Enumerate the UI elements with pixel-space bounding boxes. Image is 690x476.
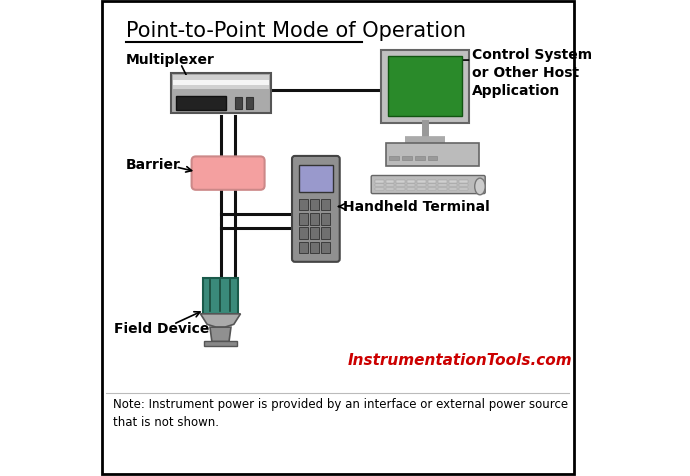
FancyBboxPatch shape <box>299 214 308 225</box>
Text: Barrier: Barrier <box>126 157 180 171</box>
FancyBboxPatch shape <box>438 181 446 183</box>
FancyBboxPatch shape <box>310 242 319 254</box>
FancyBboxPatch shape <box>204 278 237 314</box>
Text: InstrumentationTools.com: InstrumentationTools.com <box>347 352 572 367</box>
Text: Multiplexer: Multiplexer <box>126 52 215 67</box>
Text: Point-to-Point Mode of Operation: Point-to-Point Mode of Operation <box>126 21 466 41</box>
FancyBboxPatch shape <box>235 98 242 109</box>
FancyBboxPatch shape <box>192 157 264 190</box>
FancyBboxPatch shape <box>407 188 415 191</box>
Polygon shape <box>204 342 237 347</box>
FancyBboxPatch shape <box>375 185 384 187</box>
FancyBboxPatch shape <box>375 181 384 183</box>
FancyBboxPatch shape <box>375 188 384 191</box>
Text: Note: Instrument power is provided by an interface or external power source
that: Note: Instrument power is provided by an… <box>112 397 568 428</box>
FancyBboxPatch shape <box>460 185 468 187</box>
FancyBboxPatch shape <box>417 188 426 191</box>
FancyBboxPatch shape <box>371 176 485 194</box>
Text: Control System
or Other Host
Application: Control System or Other Host Application <box>473 48 593 98</box>
FancyBboxPatch shape <box>299 199 308 211</box>
Polygon shape <box>210 327 231 342</box>
FancyBboxPatch shape <box>172 76 269 89</box>
FancyBboxPatch shape <box>428 181 436 183</box>
FancyBboxPatch shape <box>389 157 399 161</box>
FancyBboxPatch shape <box>397 181 404 183</box>
FancyBboxPatch shape <box>321 242 330 254</box>
FancyBboxPatch shape <box>381 50 469 123</box>
FancyBboxPatch shape <box>299 228 308 239</box>
FancyBboxPatch shape <box>388 57 462 117</box>
FancyBboxPatch shape <box>386 181 394 183</box>
FancyBboxPatch shape <box>386 144 479 167</box>
FancyBboxPatch shape <box>321 228 330 239</box>
FancyBboxPatch shape <box>397 188 404 191</box>
FancyBboxPatch shape <box>310 214 319 225</box>
FancyBboxPatch shape <box>438 185 446 187</box>
FancyBboxPatch shape <box>402 157 412 161</box>
FancyBboxPatch shape <box>246 98 253 109</box>
FancyBboxPatch shape <box>417 185 426 187</box>
FancyBboxPatch shape <box>386 185 394 187</box>
FancyBboxPatch shape <box>101 2 574 474</box>
FancyBboxPatch shape <box>386 188 394 191</box>
FancyBboxPatch shape <box>397 185 404 187</box>
FancyBboxPatch shape <box>438 188 446 191</box>
Polygon shape <box>200 314 241 327</box>
FancyBboxPatch shape <box>449 185 457 187</box>
FancyBboxPatch shape <box>407 181 415 183</box>
FancyBboxPatch shape <box>299 242 308 254</box>
FancyBboxPatch shape <box>299 166 333 193</box>
FancyBboxPatch shape <box>415 157 424 161</box>
Ellipse shape <box>475 178 485 196</box>
FancyBboxPatch shape <box>428 188 436 191</box>
FancyBboxPatch shape <box>428 157 437 161</box>
FancyBboxPatch shape <box>417 181 426 183</box>
FancyBboxPatch shape <box>172 81 269 86</box>
FancyBboxPatch shape <box>321 199 330 211</box>
FancyBboxPatch shape <box>460 188 468 191</box>
FancyBboxPatch shape <box>310 228 319 239</box>
FancyBboxPatch shape <box>449 181 457 183</box>
FancyBboxPatch shape <box>428 185 436 187</box>
FancyBboxPatch shape <box>176 97 226 110</box>
FancyBboxPatch shape <box>449 188 457 191</box>
FancyBboxPatch shape <box>407 185 415 187</box>
FancyBboxPatch shape <box>292 157 339 262</box>
FancyBboxPatch shape <box>321 214 330 225</box>
FancyBboxPatch shape <box>171 74 271 114</box>
Text: Handheld Terminal: Handheld Terminal <box>342 200 489 214</box>
Text: Field Device: Field Device <box>114 321 209 336</box>
FancyBboxPatch shape <box>460 181 468 183</box>
FancyBboxPatch shape <box>310 199 319 211</box>
